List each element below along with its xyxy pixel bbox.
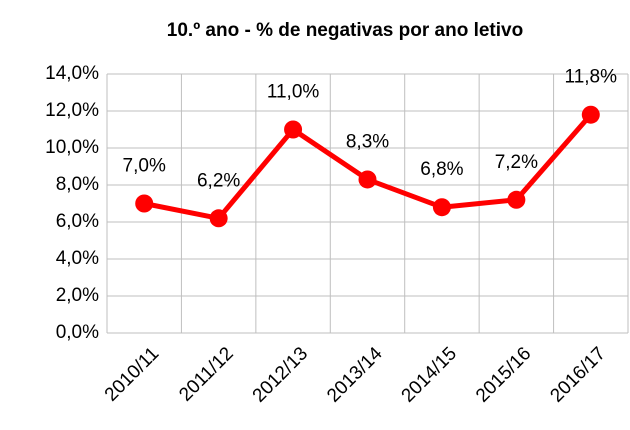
y-tick-label: 14,0% [45, 63, 99, 84]
x-tick-label: 2010/11 [101, 343, 163, 405]
data-label: 8,3% [346, 131, 389, 152]
marker [507, 190, 526, 209]
x-tick-label: 2014/15 [398, 343, 461, 406]
marker [135, 194, 154, 213]
marker [358, 170, 377, 189]
y-tick-label: 12,0% [45, 100, 99, 121]
y-tick-label: 2,0% [56, 285, 99, 306]
x-tick-label: 2011/12 [175, 343, 237, 405]
marker [209, 209, 228, 228]
x-tick-label: 2016/17 [546, 343, 609, 406]
y-tick-label: 0,0% [56, 322, 99, 343]
x-tick-label: 2013/14 [323, 343, 387, 407]
x-tick-label: 2012/13 [249, 343, 312, 406]
data-label: 11,0% [267, 82, 320, 103]
y-tick-label: 8,0% [56, 174, 99, 195]
marker [284, 120, 303, 139]
x-tick-label: 2015/16 [472, 343, 535, 406]
chart-title: 10.º ano - % de negativas por ano letivo [167, 20, 523, 41]
marker [432, 198, 451, 217]
y-tick-label: 10,0% [45, 137, 99, 158]
y-tick-label: 6,0% [56, 211, 99, 232]
data-label: 11,8% [565, 67, 618, 88]
data-label: 6,8% [420, 159, 463, 180]
data-label: 7,0% [123, 156, 166, 177]
data-label: 6,2% [197, 170, 240, 191]
data-label: 7,2% [495, 152, 538, 173]
marker [581, 105, 600, 124]
y-tick-label: 4,0% [56, 248, 99, 269]
